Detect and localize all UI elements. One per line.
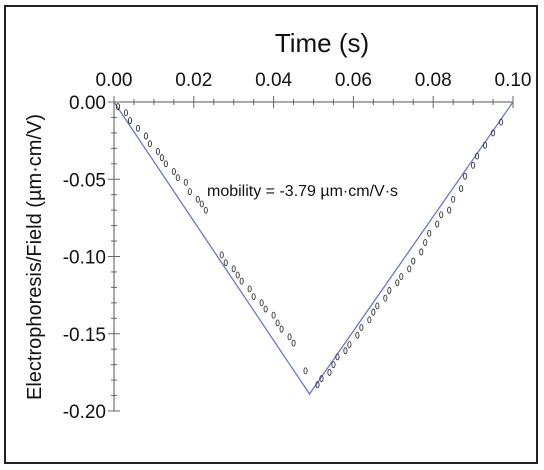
chart-frame: [4, 5, 538, 464]
data-point: [463, 172, 468, 180]
fit-line: [113, 101, 514, 396]
data-point: [279, 325, 284, 333]
data-point: [303, 367, 308, 375]
data-point: [459, 185, 464, 192]
data-point: [387, 287, 392, 294]
data-point: [127, 117, 133, 124]
data-point: [335, 353, 340, 361]
data-point: [327, 368, 332, 376]
data-point: [291, 339, 296, 347]
x-tick-label: 0.10: [495, 70, 532, 91]
data-point: [367, 316, 372, 324]
data-point: [347, 341, 352, 349]
data-point: [115, 103, 121, 111]
x-tick-label: 0.06: [335, 70, 372, 91]
data-point: [175, 174, 180, 182]
data-point: [435, 220, 440, 228]
x-tick-label: 0.08: [415, 70, 452, 91]
data-point: [199, 200, 204, 208]
data-point: [259, 299, 264, 307]
data-point: [247, 285, 252, 293]
data-point: [439, 211, 444, 219]
data-point: [135, 124, 140, 132]
data-point: [419, 248, 424, 256]
data-point: [383, 294, 388, 302]
x-tick-label: 0.02: [175, 70, 212, 91]
data-point: [411, 257, 416, 265]
data-point: [195, 195, 200, 203]
data-point: [271, 311, 276, 319]
data-point: [498, 118, 504, 126]
data-point: [143, 132, 148, 140]
y-tick-label: -0.15: [63, 325, 106, 346]
data-point: [219, 251, 224, 259]
x-axis-title: Time (s): [275, 28, 369, 58]
data-point: [475, 152, 480, 160]
data-points: [115, 103, 504, 389]
ticks: 0.00 0.02 0.04 0.06 0.08 0.10 0.00 -0.05 -0.10 -0…: [63, 70, 532, 423]
y-tick-label: -0.10: [63, 248, 106, 269]
y-tick-label: -0.20: [63, 402, 106, 423]
data-point: [471, 161, 476, 169]
data-point: [123, 109, 129, 117]
data-point: [155, 147, 160, 155]
data-point: [483, 141, 488, 149]
data-point: [163, 160, 168, 168]
data-point: [203, 206, 208, 214]
data-point: [159, 154, 164, 162]
data-point: [395, 279, 400, 287]
data-point: [371, 308, 376, 316]
data-point: [451, 195, 456, 203]
data-point: [251, 293, 256, 301]
data-point: [315, 381, 320, 389]
data-point: [331, 361, 336, 369]
data-point: [235, 271, 240, 279]
mobility-annotation: mobility = -3.79 µm·cm/V·s: [207, 183, 398, 200]
data-point: [171, 168, 176, 175]
x-tick-label: 0.04: [255, 70, 292, 91]
fit-line-group: [113, 101, 514, 396]
data-point: [183, 178, 188, 186]
data-point: [423, 239, 428, 247]
data-point: [239, 277, 244, 285]
data-point: [343, 347, 348, 355]
data-point: [287, 333, 292, 341]
data-point: [407, 265, 412, 273]
data-point: [319, 375, 324, 383]
data-point: [263, 305, 268, 313]
data-point: [447, 206, 452, 214]
y-tick-label: 0.00: [69, 93, 106, 114]
y-axis-title: Electrophoresis/Field (µm·cm/V): [24, 114, 46, 400]
data-point: [399, 273, 404, 281]
x-tick-label: 0.00: [96, 70, 133, 91]
data-point: [375, 302, 380, 310]
y-tick-label: -0.05: [63, 170, 106, 191]
data-point: [275, 319, 280, 327]
data-point: [231, 265, 236, 273]
data-point: [355, 331, 360, 339]
data-point: [359, 324, 364, 332]
data-point: [490, 129, 496, 137]
data-point: [427, 229, 432, 237]
data-point: [187, 188, 192, 196]
data-point: [147, 140, 152, 148]
axes: [113, 101, 513, 411]
data-point: [223, 259, 228, 267]
